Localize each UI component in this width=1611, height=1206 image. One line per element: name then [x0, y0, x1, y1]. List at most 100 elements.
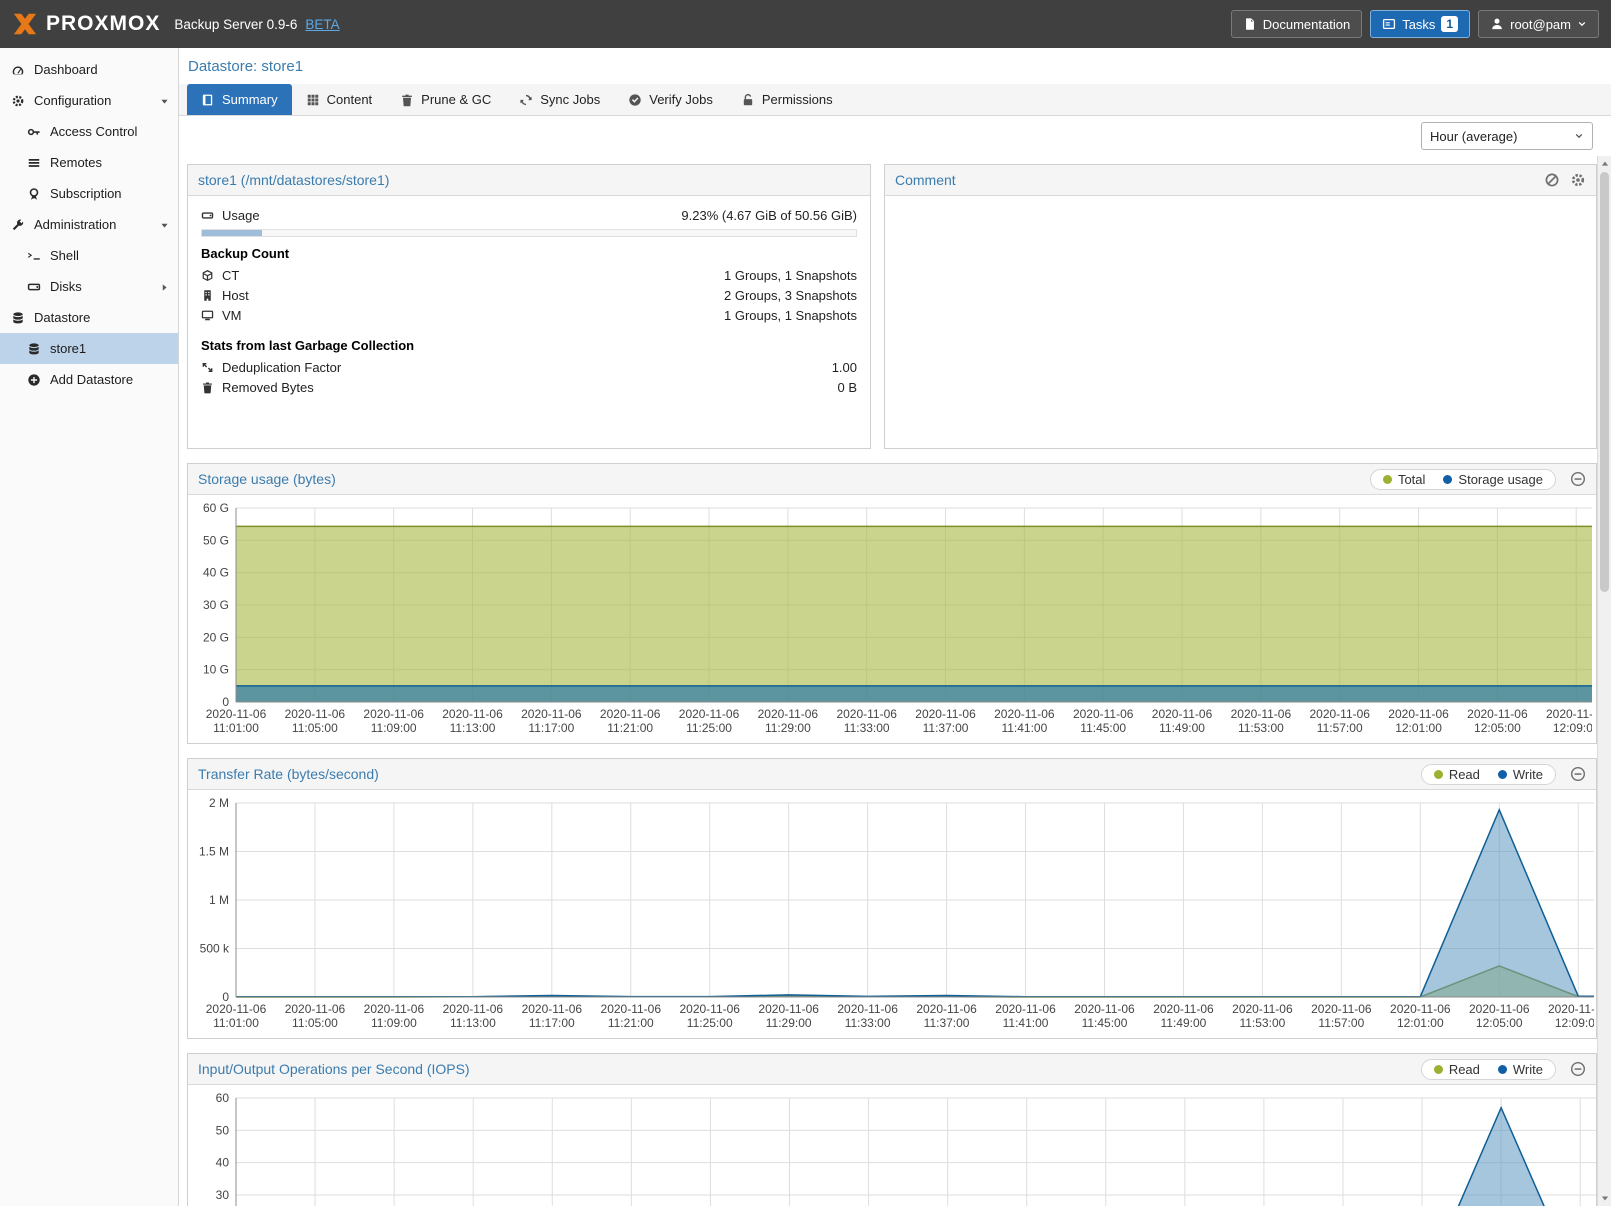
- beta-link[interactable]: BETA: [305, 16, 340, 32]
- sidebar-item-configuration[interactable]: Configuration: [0, 85, 178, 116]
- ban-icon[interactable]: [1544, 172, 1560, 188]
- sidebar-item-dashboard[interactable]: Dashboard: [0, 54, 178, 85]
- vm-row: VM 1 Groups, 1 Snapshots: [201, 305, 857, 325]
- tab-label: Content: [326, 92, 373, 107]
- legend-dot: [1497, 1064, 1507, 1074]
- sidebar-item-remotes[interactable]: Remotes: [0, 147, 178, 178]
- chart-title: Storage usage (bytes): [198, 471, 336, 487]
- proxmox-logo: PROXMOX Backup Server 0.9-6 BETA: [12, 11, 340, 37]
- sidebar-item-shell[interactable]: Shell: [0, 240, 178, 271]
- caret-down-icon[interactable]: [159, 219, 170, 230]
- iops-chart: 01020304050602020-11-0611:01:002020-11-0…: [188, 1085, 1596, 1206]
- tab-content[interactable]: Content: [292, 84, 387, 115]
- usage-label: Usage: [222, 207, 260, 223]
- svg-text:2020-11-06: 2020-11-06: [1546, 707, 1592, 721]
- svg-text:11:37:00: 11:37:00: [924, 1016, 970, 1030]
- sidebar-item-add-datastore[interactable]: Add Datastore: [0, 364, 178, 395]
- tab-verify-jobs[interactable]: Verify Jobs: [614, 84, 727, 115]
- legend-item-read: Read: [1433, 1062, 1480, 1077]
- sidebar-item-subscription[interactable]: Subscription: [0, 178, 178, 209]
- documentation-button[interactable]: Documentation: [1230, 10, 1363, 38]
- collapse-icon[interactable]: [1570, 471, 1586, 487]
- sidebar-item-access-control[interactable]: Access Control: [0, 116, 178, 147]
- user-menu-button[interactable]: root@pam: [1478, 10, 1599, 38]
- scroll-down-icon[interactable]: [1600, 1193, 1610, 1203]
- svg-text:60: 60: [216, 1091, 230, 1105]
- chart-legend: Total Storage usage: [1369, 468, 1556, 490]
- chart-legend: Read Write: [1420, 1058, 1556, 1080]
- plus-circle-icon: [27, 373, 41, 387]
- svg-text:11:09:00: 11:09:00: [371, 1016, 417, 1030]
- sidebar-item-disks[interactable]: Disks: [0, 271, 178, 302]
- legend-label: Read: [1448, 766, 1480, 782]
- svg-text:2020-11-06: 2020-11-06: [1152, 707, 1213, 721]
- scroll-up-icon[interactable]: [1600, 159, 1610, 169]
- svg-text:11:49:00: 11:49:00: [1159, 721, 1205, 735]
- svg-text:1 M: 1 M: [209, 893, 229, 907]
- caret-right-icon[interactable]: [159, 281, 170, 292]
- svg-text:2020-11-06: 2020-11-06: [679, 1002, 740, 1016]
- svg-text:2020-11-06: 2020-11-06: [1548, 1002, 1594, 1016]
- svg-text:11:45:00: 11:45:00: [1082, 1016, 1128, 1030]
- tab-summary[interactable]: Summary: [187, 84, 292, 115]
- collapse-icon[interactable]: [1570, 766, 1586, 782]
- transfer-rate-panel: Transfer Rate (bytes/second) Read Write: [187, 758, 1597, 1039]
- dedup-factor-row: Deduplication Factor 1.00: [201, 357, 857, 377]
- svg-text:12:05:00: 12:05:00: [1474, 721, 1521, 735]
- svg-text:12:01:00: 12:01:00: [1397, 1016, 1444, 1030]
- tab-sync-jobs[interactable]: Sync Jobs: [505, 84, 614, 115]
- svg-text:11:49:00: 11:49:00: [1161, 1016, 1207, 1030]
- tasks-button[interactable]: Tasks 1: [1370, 10, 1471, 38]
- svg-text:30 G: 30 G: [203, 598, 229, 612]
- svg-text:2020-11-06: 2020-11-06: [1311, 1002, 1372, 1016]
- legend-dot: [1382, 474, 1392, 484]
- row-label: Deduplication Factor: [222, 359, 342, 375]
- svg-text:2020-11-06: 2020-11-06: [1390, 1002, 1451, 1016]
- documentation-label: Documentation: [1262, 16, 1351, 32]
- svg-text:500 k: 500 k: [200, 942, 230, 956]
- tab-label: Verify Jobs: [649, 92, 713, 107]
- legend-label: Write: [1512, 766, 1543, 782]
- svg-text:2020-11-06: 2020-11-06: [601, 1002, 662, 1016]
- sidebar-item-label: Remotes: [50, 155, 103, 170]
- svg-text:2020-11-06: 2020-11-06: [285, 707, 346, 721]
- svg-text:11:01:00: 11:01:00: [213, 721, 259, 735]
- chart-title: Input/Output Operations per Second (IOPS…: [198, 1061, 470, 1077]
- comment-panel: Comment: [884, 164, 1597, 449]
- svg-text:12:01:00: 12:01:00: [1395, 721, 1442, 735]
- chevron-down-icon: [1577, 19, 1587, 29]
- svg-text:11:57:00: 11:57:00: [1318, 1016, 1364, 1030]
- row-value: 2 Groups, 3 Snapshots: [724, 287, 857, 303]
- timeframe-select[interactable]: Hour (average): [1421, 122, 1593, 150]
- terminal-icon: [27, 249, 41, 263]
- row-value: 1.00: [831, 359, 857, 375]
- svg-text:11:45:00: 11:45:00: [1080, 721, 1126, 735]
- svg-text:11:33:00: 11:33:00: [845, 1016, 891, 1030]
- svg-text:11:29:00: 11:29:00: [766, 1016, 812, 1030]
- compress-icon: [201, 361, 214, 374]
- svg-text:11:13:00: 11:13:00: [450, 721, 496, 735]
- sidebar-item-store1[interactable]: store1: [0, 333, 178, 364]
- svg-text:2020-11-06: 2020-11-06: [1074, 1002, 1135, 1016]
- collapse-icon[interactable]: [1570, 1061, 1586, 1077]
- proxmox-x-icon: [12, 11, 38, 37]
- sidebar-item-datastore[interactable]: Datastore: [0, 302, 178, 333]
- comment-panel-title: Comment: [895, 172, 956, 188]
- sidebar-item-label: Subscription: [50, 186, 122, 201]
- tab-permissions[interactable]: Permissions: [727, 84, 847, 115]
- sidebar-item-administration[interactable]: Administration: [0, 209, 178, 240]
- sync-icon: [519, 93, 533, 107]
- check-circle-icon: [628, 93, 642, 107]
- sidebar-item-label: store1: [50, 341, 87, 356]
- summary-panel-title: store1 (/mnt/datastores/store1): [198, 172, 390, 188]
- svg-text:2020-11-06: 2020-11-06: [1467, 707, 1528, 721]
- svg-text:2020-11-06: 2020-11-06: [521, 707, 582, 721]
- vertical-scrollbar[interactable]: [1597, 156, 1611, 1206]
- caret-down-icon[interactable]: [159, 95, 170, 106]
- tab-prune-gc[interactable]: Prune & GC: [386, 84, 505, 115]
- legend-dot: [1433, 1064, 1443, 1074]
- svg-text:12:09:00: 12:09:00: [1555, 1016, 1594, 1030]
- scrollbar-thumb[interactable]: [1600, 172, 1609, 592]
- gear-icon[interactable]: [1570, 172, 1586, 188]
- svg-text:2020-11-06: 2020-11-06: [1469, 1002, 1530, 1016]
